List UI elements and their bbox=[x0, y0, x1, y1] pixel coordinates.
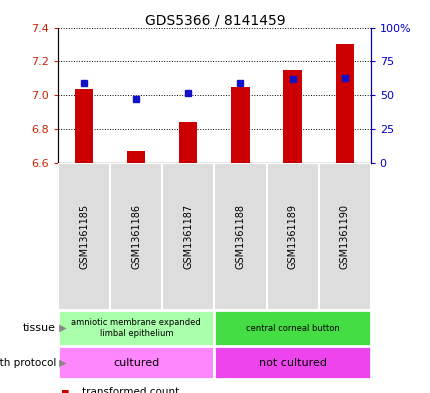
Bar bbox=[283, 70, 301, 163]
Text: GSM1361186: GSM1361186 bbox=[131, 204, 141, 269]
Bar bbox=[75, 88, 93, 163]
Text: growth protocol: growth protocol bbox=[0, 358, 56, 367]
Bar bbox=[179, 123, 197, 163]
FancyBboxPatch shape bbox=[58, 346, 214, 379]
FancyBboxPatch shape bbox=[162, 163, 214, 310]
FancyBboxPatch shape bbox=[266, 163, 318, 310]
Text: GSM1361187: GSM1361187 bbox=[183, 204, 193, 269]
Text: amniotic membrane expanded
limbal epithelium: amniotic membrane expanded limbal epithe… bbox=[71, 318, 201, 338]
Text: ▶: ▶ bbox=[56, 323, 67, 333]
Bar bbox=[335, 44, 353, 163]
Text: ■: ■ bbox=[62, 387, 76, 393]
Bar bbox=[231, 87, 249, 163]
Text: GSM1361190: GSM1361190 bbox=[339, 204, 349, 269]
Text: tissue: tissue bbox=[23, 323, 56, 333]
FancyBboxPatch shape bbox=[110, 163, 162, 310]
Text: transformed count: transformed count bbox=[82, 387, 179, 393]
FancyBboxPatch shape bbox=[58, 163, 110, 310]
Text: cultured: cultured bbox=[113, 358, 159, 367]
Text: GSM1361189: GSM1361189 bbox=[287, 204, 297, 269]
Bar bbox=[127, 151, 145, 163]
FancyBboxPatch shape bbox=[318, 163, 370, 310]
Text: central corneal button: central corneal button bbox=[245, 324, 339, 332]
Text: GDS5366 / 8141459: GDS5366 / 8141459 bbox=[145, 14, 285, 28]
Text: GSM1361185: GSM1361185 bbox=[79, 204, 89, 269]
Text: ▶: ▶ bbox=[56, 358, 67, 367]
FancyBboxPatch shape bbox=[58, 310, 214, 346]
FancyBboxPatch shape bbox=[214, 346, 370, 379]
Text: GSM1361188: GSM1361188 bbox=[235, 204, 245, 269]
Text: not cultured: not cultured bbox=[258, 358, 326, 367]
FancyBboxPatch shape bbox=[214, 163, 266, 310]
FancyBboxPatch shape bbox=[214, 310, 370, 346]
